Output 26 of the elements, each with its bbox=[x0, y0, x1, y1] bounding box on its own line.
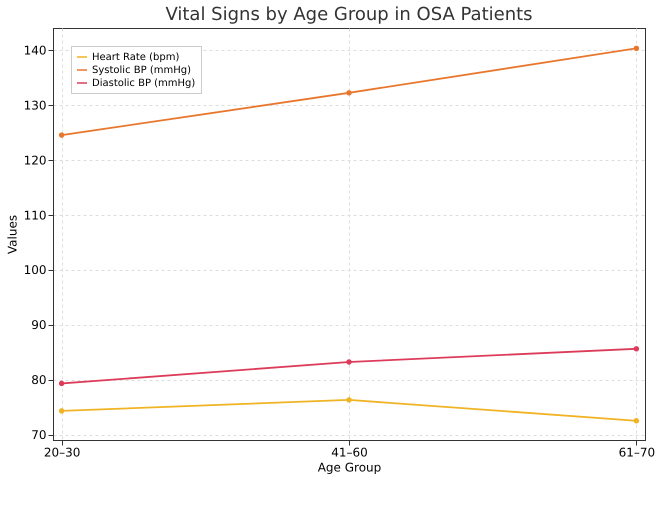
point bbox=[346, 359, 352, 365]
y-axis-title: Values bbox=[6, 214, 20, 254]
y-tick-label: 70 bbox=[31, 428, 46, 442]
y-tick-label: 130 bbox=[24, 98, 46, 112]
x-axis-title: Age Group bbox=[318, 460, 382, 474]
point bbox=[346, 397, 352, 403]
point bbox=[58, 408, 64, 414]
x-tick-label: 61–70 bbox=[618, 446, 656, 460]
y-tick-label: 90 bbox=[31, 318, 46, 332]
legend-label: Heart Rate (bpm) bbox=[92, 52, 180, 63]
y-tick-label: 80 bbox=[31, 373, 46, 388]
point bbox=[346, 90, 352, 96]
point bbox=[634, 418, 640, 424]
point bbox=[58, 132, 64, 138]
y-tick-label: 110 bbox=[24, 208, 46, 222]
point bbox=[634, 346, 640, 352]
x-tick-label: 20–30 bbox=[44, 446, 80, 460]
point bbox=[634, 46, 640, 52]
y-tick-label: 120 bbox=[24, 153, 46, 168]
legend-label: Systolic BP (mmHg) bbox=[92, 65, 192, 76]
point bbox=[58, 380, 64, 386]
x-tick-label: 41–60 bbox=[331, 446, 368, 460]
y-tick-label: 100 bbox=[24, 263, 46, 278]
legend-label: Diastolic BP (mmHg) bbox=[92, 78, 196, 89]
y-tick-label: 140 bbox=[24, 43, 46, 58]
chart-title: Vital Signs by Age Group in OSA Patients bbox=[165, 4, 533, 25]
